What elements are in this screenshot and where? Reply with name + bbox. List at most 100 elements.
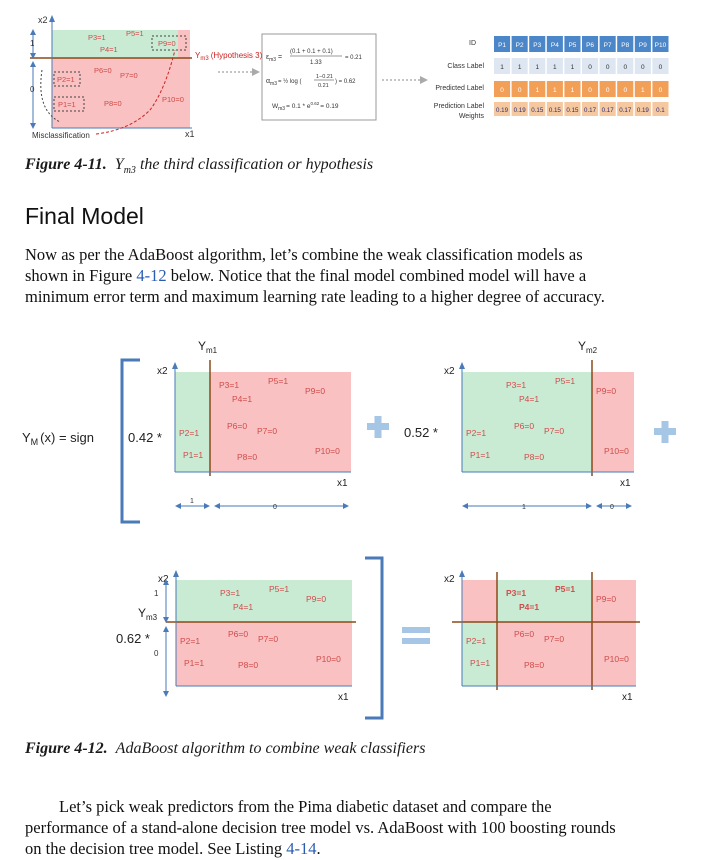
fig11-alpha-den: 0.21: [318, 83, 329, 89]
panel-ym3-p5: P5=1: [269, 584, 289, 594]
panel-ym1: x2 x1 P3=1 P4=1 P5=1 P9=0 P6=0 P7=0 P2=1 P1=1 P8=0…: [157, 360, 351, 511]
fig11-class-cell-bg: [529, 58, 546, 74]
panel-final-p4: P4=1: [519, 602, 539, 612]
panel-ym3: x2 x1 P3=1 P4=1 P5=1 P9=0 P6=0 P7=0 P2=1 P1=1 P8=0…: [154, 570, 356, 703]
panel-final-p5: P5=1: [555, 584, 575, 594]
fig11-hyp-suffix: (Hypothesis 3): [211, 51, 263, 60]
fig11-weight-cell: 0.15: [549, 107, 562, 114]
fig11-class-cell-bg: [494, 58, 511, 74]
panel-ym2-p3: P3=1: [506, 380, 526, 390]
fig11-eps-result: = 0.21: [345, 55, 363, 61]
figure-ref-link[interactable]: 4-12: [136, 266, 167, 285]
fig11-predicted-cell-bg: [564, 81, 581, 97]
fig11-weight-cell-bg: [634, 102, 651, 116]
fig11-predicted-cell-bg: [529, 81, 546, 97]
fig11-p4: P4=1: [100, 45, 118, 54]
panel-ym1-p2: P2=1: [179, 428, 199, 438]
fig11-weight-cell-bg: [494, 102, 511, 116]
coef-1: 0.42 *: [128, 430, 162, 445]
fig11-weight-cell: 0.15: [531, 107, 544, 114]
fig11-id-cell-bg: [564, 36, 581, 52]
fig11-hyp-sub: m3: [200, 56, 209, 62]
fig11-predicted-cell: 1: [641, 87, 645, 94]
panel-ym1-p6: P6=0: [227, 421, 247, 431]
panel-ym1-p3: P3=1: [219, 380, 239, 390]
fig11-weight-cell: 0.1: [656, 107, 665, 114]
panel-final-x1: x1: [622, 692, 633, 703]
fig11-alpha-result: ) = 0.62: [335, 79, 356, 85]
fig11-p9-box: [151, 35, 187, 51]
fig11-weight-cell-bg: [652, 102, 669, 116]
fig11-class-cell: 0: [659, 64, 663, 71]
fig11-id-cell: P7: [604, 42, 612, 49]
fig11-class-cell-bg: [582, 58, 599, 74]
fig11-formula-box: [261, 33, 377, 121]
fig11-id-cell-bg: [511, 36, 528, 52]
panel-final-p7: P7=0: [544, 634, 564, 644]
panel-ym2: x2 x1 P3=1 P4=1 P5=1 P9=0 P6=0 P7=0 P2=1 P1=1 P8=0…: [444, 360, 634, 511]
fig11-x1-label: x1: [185, 129, 195, 139]
fig11-id-cell: P10: [655, 42, 667, 49]
panel-ym1-x2: x2: [157, 366, 168, 377]
fig11-weight-cell: 0.17: [602, 107, 615, 114]
fig11-id-cell-bg: [634, 36, 651, 52]
panel-ym1-x1: x1: [337, 478, 348, 489]
caption-4-11: Figure 4-11. Ym3 the third classificatio…: [25, 156, 374, 177]
panel-ym3-p2: P2=1: [180, 636, 200, 646]
fig11-predicted-cell-bg: [652, 81, 669, 97]
fig11-weight-cell: 0.19: [514, 107, 527, 114]
caption12-label: Figure 4-12.: [25, 740, 108, 757]
fig11-eps-num: (0.1 + 0.1 + 0.1): [290, 49, 333, 55]
fig11-id-cell: P2: [516, 42, 524, 49]
panel-ym2-p4: P4=1: [519, 394, 539, 404]
panel-ym3-x1: x1: [338, 692, 349, 703]
panel-final-p9: P9=0: [596, 594, 616, 604]
caption-4-12: Figure 4-12. AdaBoost algorithm to combi…: [25, 740, 425, 758]
caption12-text: AdaBoost algorithm to combine weak class…: [115, 740, 426, 757]
fig11-predicted-cell: 0: [659, 87, 663, 94]
svg-text:Ym3: Ym3: [138, 606, 158, 622]
panel-ym1-p8: P8=0: [237, 452, 257, 462]
fig11-predicted-cell: 0: [518, 87, 522, 94]
fig11-id-cell-bg: [494, 36, 511, 52]
fig11-class-cell: 0: [623, 64, 627, 71]
svg-text:αm3= ½ log (: αm3= ½ log (: [266, 78, 302, 87]
panel-final-x2: x2: [444, 574, 455, 585]
fig11-class-cell-bg: [511, 58, 528, 74]
ym-label: Y: [22, 430, 31, 445]
fig11-id-label: ID: [469, 40, 476, 47]
figure-4-11: x2 x1 1 0 P3=1 P4=1 P5=1 P9=0 P6=0 P7=0 …: [30, 15, 669, 140]
panel-final-p2: P2=1: [466, 636, 486, 646]
fig11-weight-cell: 0.15: [566, 107, 579, 114]
fig11-weight-cell: 0.19: [637, 107, 650, 114]
panel-ym3-p9: P9=0: [306, 594, 326, 604]
fig11-id-cell-bg: [546, 36, 563, 52]
fig11-hyp-y: Y: [195, 51, 201, 60]
fig11-class-cell: 1: [518, 64, 522, 71]
panel-ym1-p5: P5=1: [268, 376, 288, 386]
fig11-predicted-cell-bg: [617, 81, 634, 97]
caption11-text: the third classification or hypothesis: [139, 156, 374, 173]
fig11-id-cell: P4: [551, 42, 559, 49]
fig11-weight-cell-bg: [617, 102, 634, 116]
fig11-p9: P9=0: [158, 39, 176, 48]
panel-final-p3: P3=1: [506, 588, 526, 598]
svg-text:Ym2: Ym2: [578, 339, 598, 355]
panel-ym3-tick0: 0: [154, 649, 159, 658]
caption11-label: Figure 4-11.: [25, 156, 107, 173]
fig11-class-cell-bg: [599, 58, 616, 74]
fig11-id-cell-bg: [529, 36, 546, 52]
panel-ym2-tick0: 0: [610, 504, 614, 511]
fig11-p8: P8=0: [104, 99, 122, 108]
panel-ym3-p6: P6=0: [228, 629, 248, 639]
fig11-weight-cell-bg: [546, 102, 563, 116]
fig11-class-cell: 0: [641, 64, 645, 71]
svg-text:εm3 =: εm3 =: [266, 54, 282, 63]
listing-ref-link[interactable]: 4-14: [286, 839, 317, 858]
fig11-p1-box: [53, 96, 85, 112]
panel-ym3-p10: P10=0: [316, 654, 341, 664]
panel-ym1-p10: P10=0: [315, 446, 340, 456]
fig11-predicted-cell: 0: [623, 87, 627, 94]
section-heading: Final Model: [25, 203, 144, 229]
fig11-class-cell-bg: [546, 58, 563, 74]
